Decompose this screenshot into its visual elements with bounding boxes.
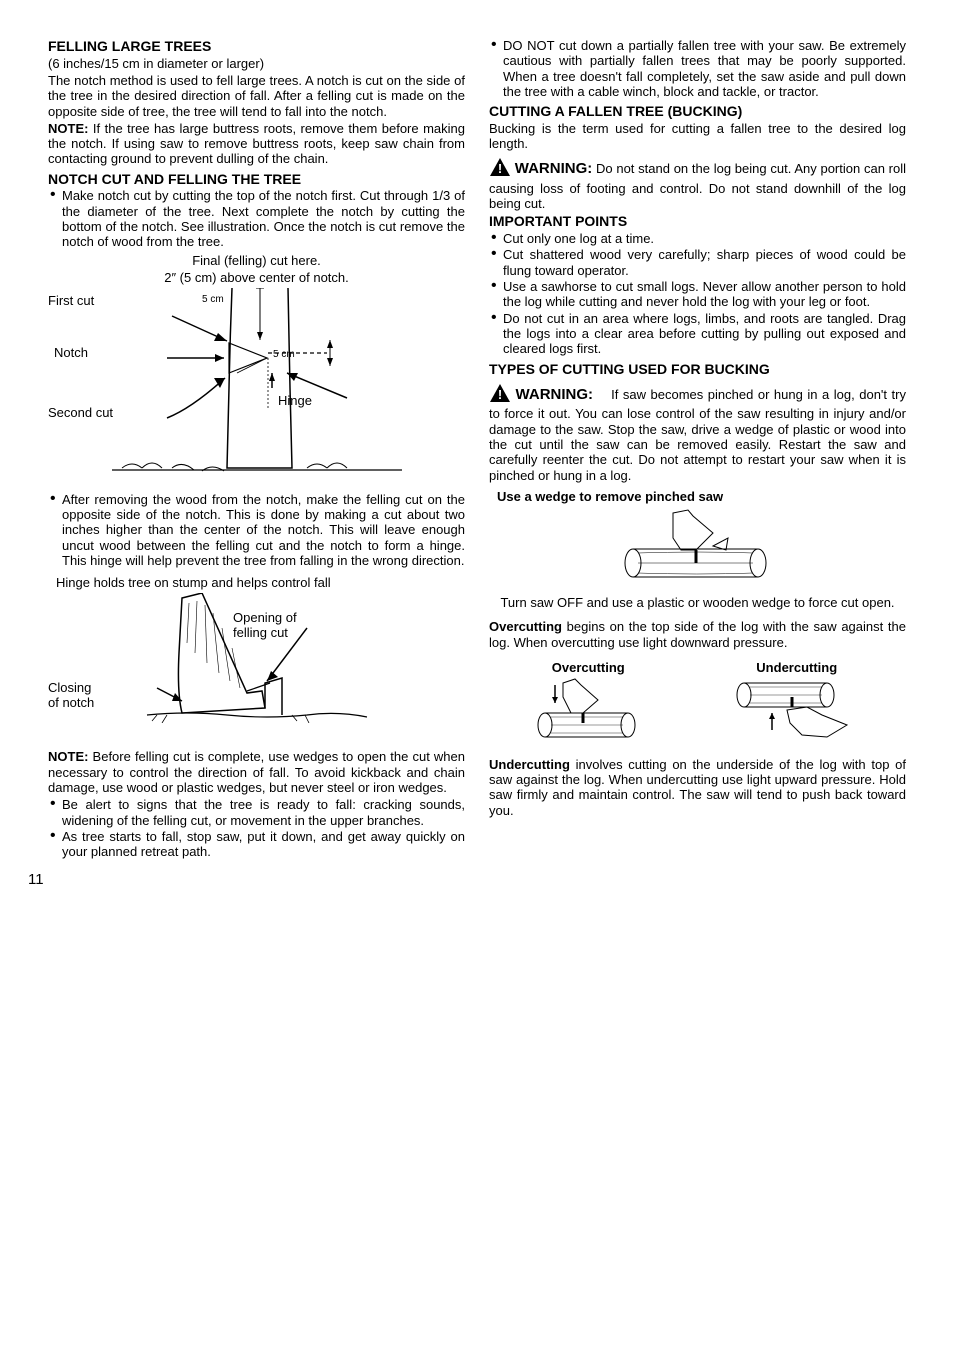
list-item: Cut shattered wood very carefully; sharp… <box>489 247 906 278</box>
important-list: Cut only one log at a time. Cut shattere… <box>489 231 906 357</box>
overcut-label: Overcutting <box>489 619 562 634</box>
diagram-hinge: Hinge holds tree on stump and helps cont… <box>48 576 465 741</box>
notch-diagram-svg <box>112 288 402 478</box>
warning1-label: WARNING: <box>515 160 593 177</box>
wedge-svg <box>618 508 778 583</box>
heading-felling: FELLING LARGE TREES <box>48 38 465 55</box>
diagram-wedge <box>489 508 906 588</box>
svg-text:!: ! <box>498 387 502 402</box>
diag1-caption2: 2″ (5 cm) above center of notch. <box>48 271 465 286</box>
warning1: ! WARNING: Do not stand on the log being… <box>489 157 906 211</box>
felling-paragraph: The notch method is used to fell large t… <box>48 73 465 119</box>
svg-text:!: ! <box>498 161 502 176</box>
fig-overcutting: Overcutting <box>533 660 643 749</box>
note2-text: Before felling cut is complete, use wedg… <box>48 749 465 795</box>
warning-triangle-icon: ! <box>489 383 511 406</box>
after-remove-list: After removing the wood from the notch, … <box>48 492 465 569</box>
bucking-p: Bucking is the term used for cutting a f… <box>489 121 906 152</box>
diag2-caption: Hinge holds tree on stump and helps cont… <box>48 576 465 593</box>
label-hinge: Hinge <box>278 394 312 408</box>
note2: NOTE: Before felling cut is complete, us… <box>48 749 465 795</box>
fig-under-label: Undercutting <box>732 660 862 675</box>
heading-cutting: CUTTING A FALLEN TREE (BUCKING) <box>489 103 906 120</box>
heading-types: TYPES OF CUTTING USED FOR BUCKING <box>489 361 906 378</box>
label-closing: Closing of notch <box>48 681 103 710</box>
note1: NOTE: If the tree has large buttress roo… <box>48 121 465 167</box>
label-notch: Notch <box>54 346 88 360</box>
list-item: After removing the wood from the notch, … <box>48 492 465 569</box>
label-first-cut: First cut <box>48 294 94 308</box>
overcut-p: Overcutting begins on the top side of th… <box>489 619 906 650</box>
list-item: DO NOT cut down a partially fallen tree … <box>489 38 906 99</box>
note1-label: NOTE: <box>48 121 88 136</box>
overcut-svg <box>533 675 643 745</box>
note2-label: NOTE: <box>48 749 88 764</box>
note1-text: If the tree has large buttress roots, re… <box>48 121 465 167</box>
undercut-label: Undercutting <box>489 757 570 772</box>
wedge-title: Use a wedge to remove pinched saw <box>489 489 906 504</box>
notch-list: Make notch cut by cutting the top of the… <box>48 188 465 249</box>
label-5cm-a: 5 cm <box>202 294 224 305</box>
list-item: Do not cut in an area where logs, limbs,… <box>489 311 906 357</box>
list-item: Be alert to signs that the tree is ready… <box>48 797 465 828</box>
fig-over-label: Overcutting <box>533 660 643 675</box>
list-item: Cut only one log at a time. <box>489 231 906 246</box>
page-number: 11 <box>28 871 906 889</box>
alert-list: Be alert to signs that the tree is ready… <box>48 797 465 859</box>
warning2: ! WARNING: If saw becomes pinched or hun… <box>489 383 906 483</box>
page-container: FELLING LARGE TREES (6 inches/15 cm in d… <box>48 38 906 861</box>
list-item: As tree starts to fall, stop saw, put it… <box>48 829 465 860</box>
wedge-caption: Turn saw OFF and use a plastic or wooden… <box>489 596 906 611</box>
figure-pair: Overcutting Undercutting <box>489 660 906 749</box>
right-column: DO NOT cut down a partially fallen tree … <box>489 38 906 861</box>
heading-notch: NOTCH CUT AND FELLING THE TREE <box>48 171 465 188</box>
diagram-notch-cut: Final (felling) cut here. 2″ (5 cm) abov… <box>48 254 465 484</box>
list-item: Use a sawhorse to cut small logs. Never … <box>489 279 906 310</box>
undercut-p: Undercutting involves cutting on the und… <box>489 757 906 818</box>
list-item: Make notch cut by cutting the top of the… <box>48 188 465 249</box>
label-5cm-b: 5 cm <box>273 349 295 360</box>
diag1-caption1: Final (felling) cut here. <box>48 254 465 269</box>
warning-triangle-icon: ! <box>489 157 511 180</box>
warning2-label: WARNING: <box>516 386 594 403</box>
label-second-cut: Second cut <box>48 406 113 420</box>
left-column: FELLING LARGE TREES (6 inches/15 cm in d… <box>48 38 465 861</box>
undercut-svg <box>732 675 862 745</box>
heading-important: IMPORTANT POINTS <box>489 213 906 230</box>
donot-list: DO NOT cut down a partially fallen tree … <box>489 38 906 99</box>
label-opening: Opening of felling cut <box>233 611 303 640</box>
fig-undercutting: Undercutting <box>732 660 862 749</box>
felling-sub: (6 inches/15 cm in diameter or larger) <box>48 56 465 71</box>
